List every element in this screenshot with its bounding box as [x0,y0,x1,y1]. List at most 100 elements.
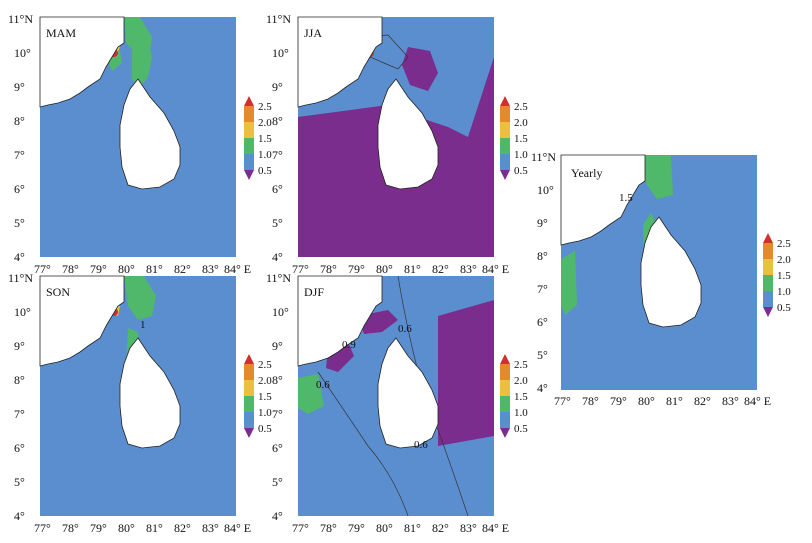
colorbar-cell [244,122,254,138]
lat-tick: 6° [272,441,283,455]
lon-tick: 77° [34,262,51,276]
lat-tick: 10° [14,305,31,319]
lat-tick: 4° [272,509,283,523]
lat-tick: 4° [14,250,25,264]
lon-tick: 82° [432,262,449,276]
colorbar-arrow-bottom [244,428,254,438]
lon-tick: 78° [320,262,337,276]
lon-tick: 84° E [224,262,251,276]
axes-djf: 11°N 10° 9° 8° 7° 6° 5° 4° 77° 78° 79° 8… [266,271,509,535]
colorbar-jja: 2.5 2.0 1.5 1.0 0.5 [500,96,528,180]
lat-tick: 5° [14,216,25,230]
lon-tick: 77° [554,394,571,408]
purple-east-region [438,300,494,446]
colorbar-cell [763,275,773,291]
lon-tick: 84° E [224,521,251,535]
lat-tick: 9° [14,339,25,353]
lon-tick: 79° [348,521,365,535]
lon-tick: 81° [146,262,163,276]
lat-tick: 8° [272,114,283,128]
colorbar-cell [244,138,254,154]
colorbar-tick: 2.0 [514,117,528,129]
contour-line [317,371,409,517]
colorbar-cell [763,243,773,259]
lat-tick: 7° [272,148,283,162]
lat-tick: 7° [14,407,25,421]
contour-label: 1 [140,319,146,331]
lat-tick: 9° [272,339,283,353]
contour-label: 0.9 [342,339,356,351]
panel-jja: JJA [297,16,494,257]
colorbar-tick: 1.0 [258,407,272,419]
colorbar-tick: 1.0 [514,407,528,419]
lat-tick: 7° [272,407,283,421]
lon-tick: 83° [460,521,477,535]
purple-patch-north [402,47,438,91]
colorbar-cell [763,259,773,275]
lon-tick: 78° [62,521,79,535]
lon-tick: 78° [320,521,337,535]
lat-tick: 8° [14,373,25,387]
lat-tick: 8° [537,249,548,263]
colorbar-tick: 2.5 [514,359,528,371]
colorbar-arrow-bottom [500,428,510,438]
colorbar-cell [500,122,510,138]
panel-label: SON [46,285,70,299]
panel-djf: DJF 0.6 0.9 0.6 0.6 [297,275,494,517]
colorbar-tick: 1.0 [514,149,528,161]
colorbar-cell [500,364,510,380]
lon-tick: 79° [90,262,107,276]
contour-label: 1.5 [619,192,633,204]
panel-label: MAM [46,26,76,40]
lon-tick: 77° [34,521,51,535]
lat-tick: 5° [14,475,25,489]
contour-label: 0.6 [316,379,330,391]
colorbar-arrow-bottom [500,170,510,180]
lon-tick: 80° [376,521,393,535]
colorbar-cell [500,154,510,170]
panel-label: JJA [304,26,322,40]
lat-tick: 7° [537,282,548,296]
lon-tick: 84° E [744,394,771,408]
lat-tick: 9° [537,216,548,230]
colorbar-arrow-top [763,233,773,243]
lon-tick: 77° [292,262,309,276]
colorbar-cell [500,412,510,428]
colorbar-tick: 2.5 [258,359,272,371]
green-coastal-zone [124,276,156,320]
colorbar-cell [500,380,510,396]
colorbar-tick: 0.5 [514,165,528,177]
lon-tick: 79° [348,262,365,276]
axes-son: 11°N 10° 9° 8° 7° 6° 5° 4° 77° 78° 79° 8… [8,271,251,535]
lon-tick: 82° [174,521,191,535]
colorbar-tick: 1.0 [258,149,272,161]
lat-tick: 6° [14,182,25,196]
colorbar-cell [244,154,254,170]
colorbar-tick: 1.5 [514,391,528,403]
lon-tick: 82° [694,394,711,408]
lon-tick: 84° E [482,262,509,276]
lon-tick: 81° [404,521,421,535]
lon-tick: 83° [202,262,219,276]
colorbar-arrow-top [500,354,510,364]
lon-tick: 82° [174,262,191,276]
colorbar-tick: 2.5 [777,238,791,250]
lat-tick: 5° [272,475,283,489]
colorbar-tick: 1.0 [777,286,791,298]
colorbar-cell [500,138,510,154]
lat-tick: 9° [272,80,283,94]
green-west-zone [298,374,324,414]
colorbar-cell [763,291,773,307]
colorbar-tick: 1.5 [777,270,791,282]
colorbar-cell [244,412,254,428]
lat-tick: 4° [14,509,25,523]
contour-label: 0.6 [414,439,428,451]
lon-tick: 78° [582,394,599,408]
lon-tick: 81° [146,521,163,535]
colorbar-tick: 2.0 [514,375,528,387]
lat-tick: 10° [537,183,554,197]
panel-label: DJF [304,285,324,299]
lon-tick: 80° [376,262,393,276]
lat-tick: 6° [537,315,548,329]
lat-tick: 6° [272,182,283,196]
